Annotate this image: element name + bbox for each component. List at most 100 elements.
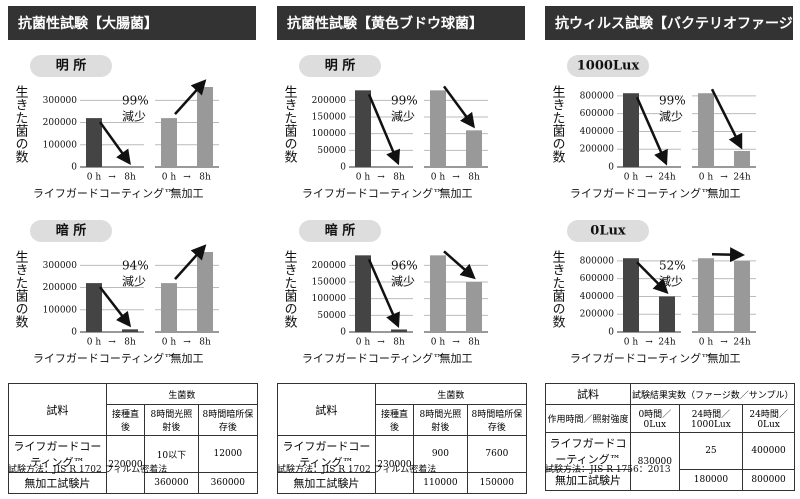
y-tick-label: 0 bbox=[608, 163, 614, 173]
bar bbox=[355, 90, 371, 167]
x-tick-label: 8h bbox=[393, 173, 405, 183]
condition-label: 明 所 bbox=[56, 58, 87, 74]
x-axis-label: 無加工 bbox=[708, 186, 741, 200]
y-tick-label: 100000 bbox=[312, 294, 347, 304]
trend-arrow bbox=[367, 258, 400, 329]
y-tick-label: 200000 bbox=[312, 96, 347, 106]
table-cell: 180000 bbox=[678, 469, 744, 491]
condition-label: 暗 所 bbox=[325, 223, 356, 239]
reduction-value: 96% bbox=[391, 259, 418, 273]
trend-arrow bbox=[174, 244, 207, 280]
x-tick-label: 0 h bbox=[87, 173, 102, 183]
x-tick-label: 0 h bbox=[162, 173, 177, 183]
table-cell: 220000 bbox=[105, 435, 146, 494]
x-axis-label: ライフガードコーティング™ bbox=[33, 351, 175, 365]
table-cell: 無加工試験片 bbox=[8, 472, 107, 494]
table-cell: 110000 bbox=[413, 472, 468, 494]
time-arrow: → bbox=[452, 173, 460, 183]
reduction-text: 減少 bbox=[391, 274, 415, 289]
y-axis-label: 生きた菌の数 bbox=[13, 250, 29, 328]
panel-heading-bg bbox=[545, 6, 793, 40]
table-group-header: 試験結果実数（ファージ数／サンプル） bbox=[629, 383, 796, 405]
x-tick-label: 0 h bbox=[87, 338, 102, 348]
time-arrow: → bbox=[720, 338, 728, 348]
time-arrow: → bbox=[108, 173, 116, 183]
y-tick-label: 0 bbox=[608, 328, 614, 338]
bar bbox=[734, 151, 750, 167]
table-subheader: 0時間／0Lux bbox=[629, 404, 680, 433]
table-header: 試料 bbox=[8, 383, 107, 436]
x-tick-label: 8h bbox=[199, 338, 211, 348]
table-subheader: 24時間／1000Lux bbox=[678, 404, 744, 433]
trend-arrow bbox=[636, 261, 669, 294]
table-cell: 7600 bbox=[466, 435, 528, 473]
table-row: ライフガードコーティング™ 220000 10以下 12000 bbox=[8, 435, 259, 494]
test-method: 試験方法：JIS R 1756：2013 bbox=[545, 465, 671, 475]
y-tick-label: 0 bbox=[71, 328, 77, 338]
x-tick-label: 8h bbox=[124, 173, 136, 183]
table-row: ライフガードコーティング™ 830000 25 400000 bbox=[545, 432, 795, 491]
bar bbox=[161, 283, 177, 332]
condition-pill bbox=[567, 55, 649, 77]
table-cell: 無加工試験片 bbox=[545, 469, 631, 491]
y-axis-label: 生きた菌の数 bbox=[550, 250, 566, 328]
x-tick-label: 8h bbox=[468, 173, 480, 183]
trend-arrow bbox=[98, 121, 131, 166]
table-row: 試料 生菌数 bbox=[277, 383, 528, 436]
bar bbox=[623, 93, 639, 167]
y-tick-label: 200000 bbox=[580, 310, 615, 320]
reduction-text: 減少 bbox=[659, 274, 683, 289]
condition-pill bbox=[30, 55, 112, 77]
table-cell: 230000 bbox=[374, 435, 415, 494]
reduction-text: 減少 bbox=[122, 109, 146, 124]
reduction-value: 52% bbox=[659, 259, 686, 273]
table-cell: 25 bbox=[678, 432, 744, 470]
table-cell: 150000 bbox=[466, 472, 528, 494]
x-tick-label: 0 h bbox=[356, 338, 371, 348]
panel-heading-bg bbox=[277, 6, 525, 40]
table-row: 接種直後 8時間光照射後 8時間暗所保存後 bbox=[9, 404, 259, 436]
panel-title: 抗菌性試験【黄色ブドウ球菌】 bbox=[287, 15, 483, 32]
table-cell: 800000 bbox=[742, 469, 795, 491]
bar bbox=[197, 252, 213, 332]
time-arrow: → bbox=[377, 173, 385, 183]
condition-label: 1000Lux bbox=[577, 59, 640, 74]
y-tick-label: 0 bbox=[71, 163, 77, 173]
x-tick-label: 24h bbox=[658, 173, 675, 183]
table-subheader: 8時間光照射後 bbox=[413, 404, 468, 436]
reduction-value: 99% bbox=[391, 94, 418, 108]
reduction-text: 減少 bbox=[122, 274, 146, 289]
table-subheader: 8時間光照射後 bbox=[144, 404, 199, 436]
x-tick-label: 0 h bbox=[624, 338, 639, 348]
x-axis-label: 無加工 bbox=[171, 186, 204, 200]
bar bbox=[86, 118, 102, 167]
table-cell: 360000 bbox=[197, 472, 259, 494]
panel: 抗ウィルス試験【バクテリオファージ】 1000Lux 生きた菌の数 0 200000 40… bbox=[545, 6, 800, 365]
bar bbox=[430, 90, 446, 167]
trend-arrow bbox=[710, 88, 743, 150]
y-tick-label: 50000 bbox=[317, 311, 346, 321]
time-arrow: → bbox=[377, 338, 385, 348]
condition-label: 明 所 bbox=[325, 58, 356, 74]
trend-arrow bbox=[442, 85, 475, 129]
y-tick-label: 600000 bbox=[580, 109, 615, 119]
table-cell: 830000 bbox=[629, 432, 680, 491]
results-table: 試料 試験結果実数（ファージ数／サンプル） 作用時間／照射強度 0時間／0Lux 24時… bbox=[545, 383, 796, 491]
bar bbox=[734, 260, 750, 332]
y-tick-label: 100000 bbox=[43, 305, 78, 315]
y-tick-label: 400000 bbox=[580, 127, 615, 137]
trend-arrow bbox=[711, 247, 745, 263]
reduction-text: 減少 bbox=[659, 109, 683, 124]
bar bbox=[659, 296, 675, 332]
time-arrow: → bbox=[645, 173, 653, 183]
reduction-value: 99% bbox=[122, 94, 149, 108]
time-arrow: → bbox=[108, 338, 116, 348]
y-tick-label: 200000 bbox=[43, 283, 78, 293]
panel-title: 抗ウィルス試験【バクテリオファージ】 bbox=[555, 15, 800, 32]
table-row: 無加工試験片 110000 150000 bbox=[277, 472, 528, 494]
y-tick-label: 100000 bbox=[312, 129, 347, 139]
y-tick-label: 300000 bbox=[43, 96, 78, 106]
x-axis-label: ライフガードコーティング™ bbox=[33, 186, 175, 200]
